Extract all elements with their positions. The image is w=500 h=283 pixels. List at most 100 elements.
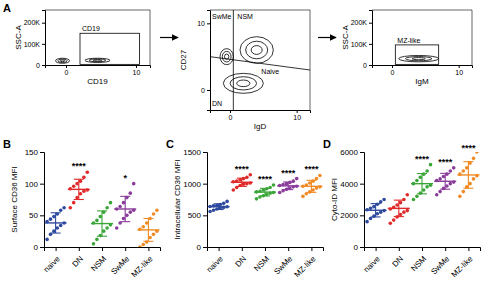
flow-plot: 0100100K200KCD19CD19SSC-A xyxy=(14,10,151,86)
error-bar-stem xyxy=(148,219,149,242)
axis-line xyxy=(45,248,161,252)
data-point xyxy=(109,201,113,205)
axis: 0100K200K xyxy=(351,11,373,69)
tick-label: 500 xyxy=(188,211,202,220)
data-point xyxy=(475,152,479,154)
data-point xyxy=(382,198,386,202)
tick: SwMe xyxy=(272,247,294,276)
error-bar-cap xyxy=(260,195,270,196)
contour xyxy=(89,59,106,62)
tick-mark xyxy=(219,247,220,251)
tick-label: 100 xyxy=(25,180,39,189)
tick-label: 50 xyxy=(29,211,38,220)
tick-mark xyxy=(376,247,377,251)
tick: naive xyxy=(205,247,225,274)
tick: 10 xyxy=(133,65,141,76)
data-point xyxy=(295,177,299,181)
tick-label: 0 xyxy=(363,62,367,69)
tick: naive xyxy=(362,247,382,274)
axis: 010 xyxy=(46,65,151,76)
error-bar xyxy=(260,188,270,196)
tick-label: 4000 xyxy=(340,180,358,189)
tick-label: 10 xyxy=(293,114,301,121)
error-bar-cap xyxy=(463,161,473,162)
significance-label: **** xyxy=(304,164,319,174)
tick-label: MZ-like xyxy=(130,254,155,279)
data-point xyxy=(425,185,429,189)
figure: 0100100K200KCD19CD19SSC-AA010010SwMeNSMD… xyxy=(0,0,500,283)
tick: MZ-like xyxy=(450,247,475,279)
error-bar-stem xyxy=(125,196,126,221)
axis-line xyxy=(207,11,211,111)
error-bar-stem xyxy=(55,213,56,233)
axis-line xyxy=(365,248,481,252)
axis-line xyxy=(360,153,365,248)
data-point xyxy=(72,201,76,205)
tick-label: DN xyxy=(70,254,85,269)
contour xyxy=(220,49,233,65)
tick-mark xyxy=(40,152,44,153)
axis: 050100150 xyxy=(25,148,45,252)
tick: MZ-like xyxy=(293,247,318,279)
error-bar-cap xyxy=(440,173,450,174)
tick: NSM xyxy=(89,247,108,273)
data-point xyxy=(59,208,63,212)
tick-mark xyxy=(66,65,67,68)
error-bar xyxy=(214,204,224,210)
axis-line xyxy=(211,111,311,114)
error-bar xyxy=(97,211,107,236)
axis-line xyxy=(42,11,46,66)
data-point xyxy=(406,209,410,213)
contour xyxy=(58,59,67,62)
data-point xyxy=(95,219,99,223)
data-point xyxy=(415,179,419,183)
dot-plot: 050100150naiveDNNSMSwMeMZ-like*****Surfa… xyxy=(10,148,161,279)
tick-label: MZ-like xyxy=(450,254,475,279)
y-axis-title: CD27 xyxy=(179,49,188,70)
data-point xyxy=(318,174,322,178)
contour xyxy=(222,51,231,62)
error-bar-cap xyxy=(417,193,427,194)
data-point xyxy=(138,245,142,247)
contour xyxy=(412,58,425,60)
error-bar-cap xyxy=(306,192,316,193)
data-point xyxy=(402,198,406,202)
error-bar-cap xyxy=(74,199,84,200)
significance-label: **** xyxy=(461,143,476,153)
plot-area xyxy=(208,173,323,213)
quadrant-label: SwMe xyxy=(212,13,232,20)
tick: DN xyxy=(390,247,405,269)
contour xyxy=(405,57,431,61)
contour xyxy=(237,80,250,87)
significance-label: * xyxy=(123,173,127,183)
error-bar xyxy=(120,196,130,221)
tick-label: 200K xyxy=(351,19,368,26)
error-bar-stem xyxy=(421,174,422,194)
tick-mark xyxy=(288,247,289,251)
tick-mark xyxy=(360,247,364,248)
y-axis-title: SSC-A xyxy=(341,25,350,50)
axis: naiveDNNSMSwMeMZ-like xyxy=(205,247,324,279)
y-axis-title: SSC-A xyxy=(14,25,23,50)
tick-label: 0 xyxy=(229,114,233,121)
tick-mark xyxy=(102,247,103,251)
tick: naive xyxy=(42,247,62,274)
tick-mark xyxy=(207,23,210,24)
x-axis-title: IgM xyxy=(415,77,429,86)
error-bar xyxy=(237,178,247,186)
tick: 50 xyxy=(29,211,44,220)
data-point xyxy=(462,169,466,173)
error-bar-cap xyxy=(97,236,107,237)
data-point xyxy=(435,193,439,197)
error-bar-cap xyxy=(97,210,107,211)
data-point xyxy=(232,188,236,192)
tick-mark xyxy=(297,110,298,113)
axis-line xyxy=(369,11,373,66)
error-bar-cap xyxy=(237,178,247,179)
error-bar-cap xyxy=(214,203,224,204)
data-point xyxy=(105,226,109,230)
quadrant-line xyxy=(210,57,310,70)
tick-label: DN xyxy=(233,254,248,269)
tick-label: 0 xyxy=(34,243,39,252)
tick-mark xyxy=(40,184,44,185)
